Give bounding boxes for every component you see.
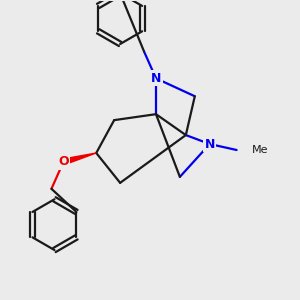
Text: N: N (151, 72, 161, 85)
Text: O: O (58, 155, 69, 168)
Text: N: N (205, 137, 215, 151)
Text: Me: Me (251, 145, 268, 155)
Polygon shape (63, 153, 96, 165)
